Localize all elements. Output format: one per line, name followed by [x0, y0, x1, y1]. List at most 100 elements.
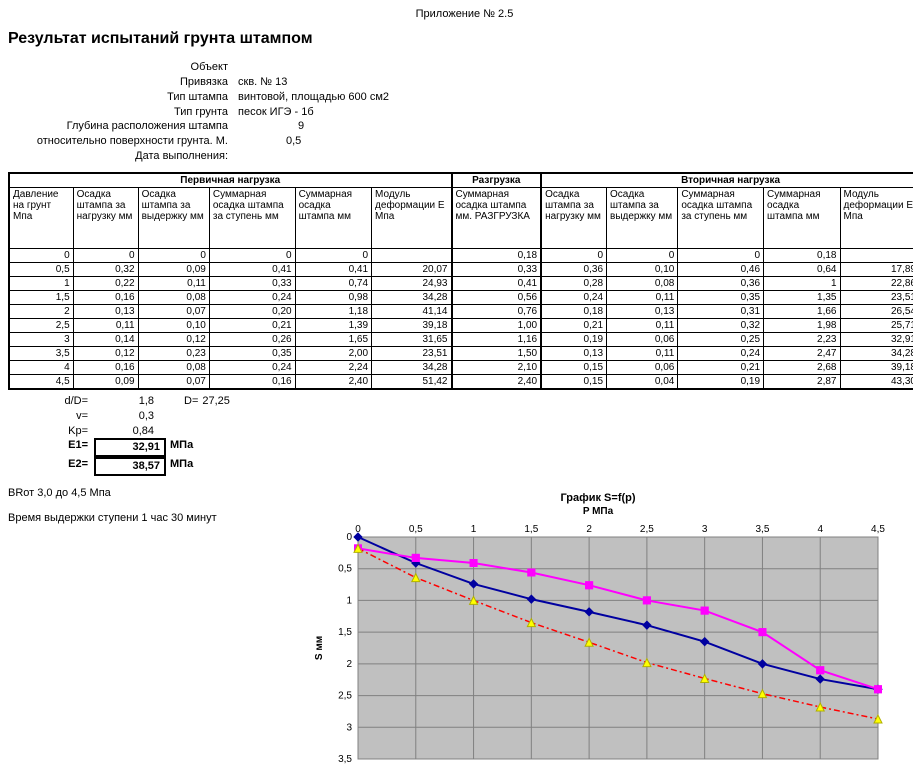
E1-label: Е1= [8, 438, 94, 457]
table-cell: 1,00 [452, 318, 542, 332]
table-cell: 0,13 [541, 346, 606, 360]
table-cell [840, 248, 913, 262]
col-header: Осадка штампа за выдержку мм [138, 187, 209, 248]
table-cell: 2,40 [452, 374, 542, 389]
table-cell: 2,87 [764, 374, 840, 389]
table-cell: 0,41 [295, 262, 371, 276]
table-cell: 0,14 [73, 332, 138, 346]
table-cell: 2,00 [295, 346, 371, 360]
table-row: 3,50,120,230,352,0023,511,500,130,110,24… [9, 346, 913, 360]
table-cell: 0,11 [607, 318, 678, 332]
table-cell: 41,14 [372, 304, 452, 318]
table-cell: 0,07 [138, 374, 209, 389]
table-cell: 1 [9, 276, 73, 290]
col-header: Осадка штампа за нагрузку мм [541, 187, 606, 248]
table-cell: 0,21 [209, 318, 295, 332]
svg-text:1,5: 1,5 [338, 627, 352, 638]
table-cell: 0,15 [541, 360, 606, 374]
table-cell: 0,41 [452, 276, 542, 290]
table-cell: 1,5 [9, 290, 73, 304]
table-cell: 0 [607, 248, 678, 262]
table-cell: 0,11 [73, 318, 138, 332]
chart-svg: 00,511,522,533,544,500,511,522,533,5S мм [308, 519, 888, 769]
table-cell: 0,64 [764, 262, 840, 276]
svg-text:3: 3 [346, 722, 352, 733]
E2-unit: МПа [166, 457, 193, 476]
table-cell: 34,28 [372, 290, 452, 304]
meta-depth-label: Глубина расположения штампа [28, 119, 238, 134]
page-title: Результат испытаний грунта штампом [8, 30, 913, 48]
table-cell: 22,86 [840, 276, 913, 290]
svg-text:2: 2 [586, 524, 592, 535]
meta-object-label: Объект [28, 60, 238, 75]
meta-object-val [238, 60, 913, 75]
E2-val: 38,57 [94, 457, 166, 476]
svg-text:3,5: 3,5 [755, 524, 769, 535]
table-cell: 0,12 [138, 332, 209, 346]
dD-label: d/D= [8, 394, 94, 409]
table-cell: 0,35 [209, 346, 295, 360]
table-cell: 23,51 [372, 346, 452, 360]
dD-val: 1,8 [94, 394, 154, 409]
table-cell: 0,06 [607, 360, 678, 374]
table-cell [372, 248, 452, 262]
params-block: d/D= 1,8 D= 27,25 v= 0,3 Kp= 0,84 Е1= 32… [8, 394, 230, 532]
table-cell: 0,16 [73, 290, 138, 304]
table-cell: 0,18 [764, 248, 840, 262]
table-cell: 0,16 [73, 360, 138, 374]
table-cell: 1,50 [452, 346, 542, 360]
Kp-label: Kp= [8, 424, 94, 439]
table-cell: 0,33 [452, 262, 542, 276]
appendix-label: Приложение № 2.5 [8, 8, 913, 20]
table-cell: 0,24 [209, 360, 295, 374]
table-cell: 0,21 [678, 360, 764, 374]
table-cell: 0,74 [295, 276, 371, 290]
table-cell: 0,32 [73, 262, 138, 276]
col-header: Осадка штампа за выдержку мм [607, 187, 678, 248]
group-unload: Разгрузка [452, 173, 542, 188]
table-cell: 0,19 [678, 374, 764, 389]
table-cell: 3,5 [9, 346, 73, 360]
meta-binding-val: скв. № 13 [238, 75, 913, 90]
table-row: 30,140,120,261,6531,651,160,190,060,252,… [9, 332, 913, 346]
table-cell: 25,71 [840, 318, 913, 332]
col-header: Суммарная осадка штампа мм [295, 187, 371, 248]
svg-text:1,5: 1,5 [524, 524, 538, 535]
chart-xlabel: P МПа [308, 506, 888, 517]
table-cell: 34,28 [372, 360, 452, 374]
col-header: Суммарная осадка штампа за ступень мм [678, 187, 764, 248]
v-val: 0,3 [94, 409, 154, 424]
col-header: Суммарная осадка штампа мм [764, 187, 840, 248]
meta-stamptype-label: Тип штампа [28, 90, 238, 105]
D-label: D= [184, 394, 198, 409]
table-cell: 24,93 [372, 276, 452, 290]
table-row: 000000,180000,18 [9, 248, 913, 262]
meta-stamptype-val: винтовой, площадью 600 см2 [238, 90, 913, 105]
svg-text:S мм: S мм [314, 636, 325, 660]
table-cell: 0,15 [541, 374, 606, 389]
v-label: v= [8, 409, 94, 424]
table-row: 10,220,110,330,7424,930,410,280,080,3612… [9, 276, 913, 290]
meta-depth-val: 9 [238, 119, 913, 134]
table-cell: 0 [138, 248, 209, 262]
E1-val: 32,91 [94, 438, 166, 457]
meta-date-val [238, 149, 913, 164]
table-cell: 26,54 [840, 304, 913, 318]
table-row: 2,50,110,100,211,3939,181,000,210,110,32… [9, 318, 913, 332]
svg-text:0,5: 0,5 [338, 564, 352, 575]
table-cell: 0,19 [541, 332, 606, 346]
hold-note: Время выдержки ступени 1 час 30 минут [8, 511, 230, 526]
table-cell: 0,08 [138, 290, 209, 304]
table-cell: 0,08 [607, 276, 678, 290]
table-cell: 0,23 [138, 346, 209, 360]
col-header: Суммарная осадка штампа за ступень мм [209, 187, 295, 248]
table-cell: 0,33 [209, 276, 295, 290]
table-cell: 0,13 [73, 304, 138, 318]
chart-container: График S=f(p) P МПа 00,511,522,533,544,5… [308, 492, 888, 769]
table-cell: 0,24 [678, 346, 764, 360]
column-headers: Давление на грунт МпаОсадка штампа за на… [9, 187, 913, 248]
table-cell: 34,28 [840, 346, 913, 360]
table-cell: 0,24 [209, 290, 295, 304]
table-cell: 0,76 [452, 304, 542, 318]
svg-text:1: 1 [471, 524, 477, 535]
